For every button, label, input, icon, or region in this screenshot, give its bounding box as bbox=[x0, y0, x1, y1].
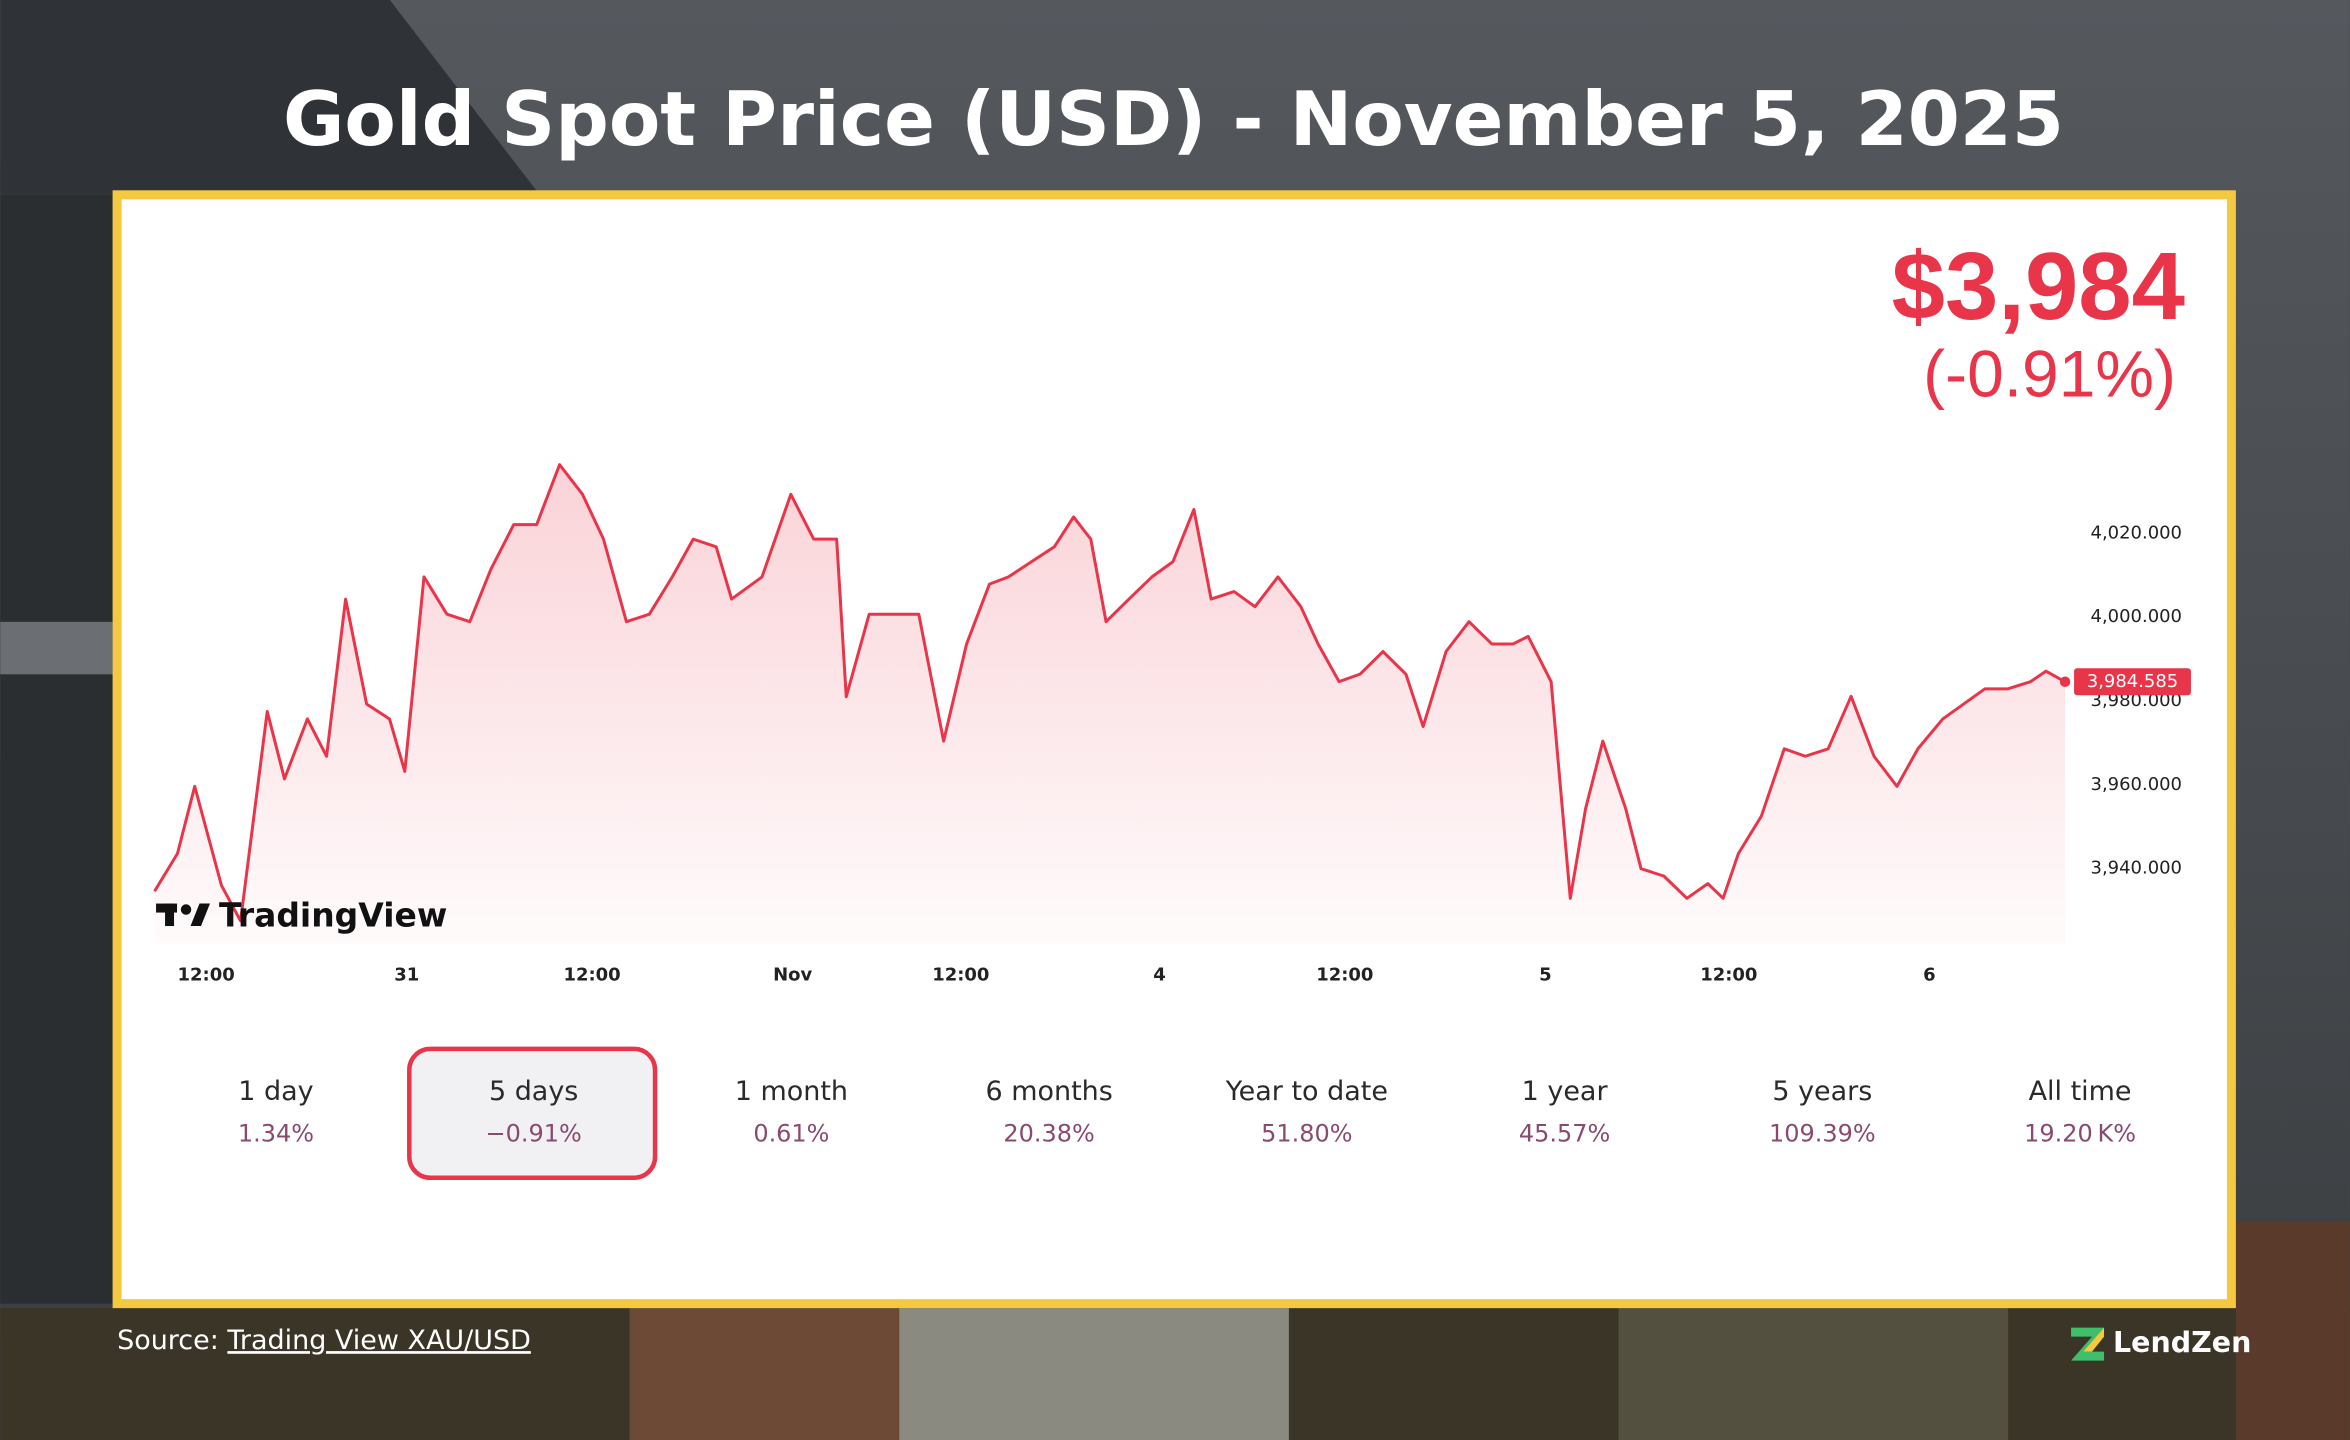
y-tick-label: 3,940.000 bbox=[2091, 858, 2182, 879]
current-dot bbox=[2059, 676, 2071, 687]
brand: LendZen bbox=[2071, 1326, 2251, 1361]
range-change: 51.80% bbox=[1261, 1119, 1352, 1147]
range-label: 1 year bbox=[1522, 1076, 1609, 1107]
page-title: Gold Spot Price (USD) - November 5, 2025 bbox=[283, 75, 2064, 163]
range-change: 20.38% bbox=[1003, 1119, 1094, 1147]
range-change: 1.34% bbox=[238, 1119, 314, 1147]
line bbox=[153, 463, 2066, 923]
source-label: Source: bbox=[117, 1325, 227, 1356]
range-change: 109.39% bbox=[1769, 1119, 1876, 1147]
range-label: 1 month bbox=[735, 1076, 848, 1107]
range-change: −0.91% bbox=[486, 1119, 582, 1147]
y-tick-label: 4,020.000 bbox=[2091, 522, 2182, 543]
current-tag bbox=[2074, 668, 2191, 696]
range-button[interactable]: All time 19.20 K% bbox=[2024, 1076, 2136, 1147]
current-price: $3,984 bbox=[1892, 233, 2185, 340]
range-selector: 1 day 1.34% 5 days −0.91% 1 month 0.61% 6 mont… bbox=[238, 1046, 2136, 1181]
range-label: 5 years bbox=[1772, 1076, 1872, 1107]
range-label: 1 day bbox=[238, 1076, 313, 1107]
range-change: 45.57% bbox=[1519, 1119, 1610, 1147]
range-change: 0.61% bbox=[753, 1119, 829, 1147]
x-tick-label: 31 bbox=[394, 964, 419, 985]
price-change: (-0.91%) bbox=[1923, 337, 2176, 411]
range-label: 6 months bbox=[985, 1076, 1112, 1107]
x-tick-label: 6 bbox=[1923, 964, 1936, 985]
brand-name: LendZen bbox=[2113, 1326, 2251, 1359]
x-tick-label: 12:00 bbox=[1316, 964, 1373, 985]
range-button[interactable]: 5 days −0.91% bbox=[407, 1046, 658, 1181]
range-label: All time bbox=[2029, 1076, 2132, 1107]
x-tick-label: 12:00 bbox=[932, 964, 989, 985]
range-button[interactable]: 5 years 109.39% bbox=[1769, 1076, 1876, 1147]
x-tick-label: 12:00 bbox=[563, 964, 620, 985]
x-tick-label: Nov bbox=[773, 964, 812, 985]
y-tick-label: 4,000.000 bbox=[2091, 606, 2182, 627]
source-link[interactable]: Trading View XAU/USD bbox=[226, 1325, 530, 1356]
range-label: Year to date bbox=[1225, 1076, 1388, 1107]
range-change: 19.20 K% bbox=[2024, 1119, 2136, 1147]
y-tick-label: 3,960.000 bbox=[2091, 774, 2182, 795]
range-button[interactable]: 1 day 1.34% bbox=[238, 1076, 314, 1147]
source: Source: Trading View XAU/USD bbox=[117, 1325, 531, 1356]
range-button[interactable]: 1 month 0.61% bbox=[735, 1076, 848, 1147]
watermark: TradingView bbox=[156, 896, 447, 935]
range-label: 5 days bbox=[489, 1076, 578, 1107]
x-tick-label: 4 bbox=[1153, 964, 1166, 985]
area bbox=[154, 464, 2066, 945]
range-button[interactable]: 1 year 45.57% bbox=[1519, 1076, 1610, 1147]
range-selected bbox=[407, 1046, 658, 1181]
plot: 3,940.0003,960.0003,980.0004,000.0004,02… bbox=[153, 463, 2191, 985]
current-tag-label: 3,984.585 bbox=[2087, 671, 2178, 692]
x-tick-label: 12:00 bbox=[1700, 964, 1757, 985]
range-button[interactable]: 6 months 20.38% bbox=[985, 1076, 1112, 1147]
x-tick-label: 5 bbox=[1539, 964, 1552, 985]
watermark-text: TradingView bbox=[219, 896, 447, 935]
x-tick-label: 12:00 bbox=[178, 964, 235, 985]
range-button[interactable]: Year to date 51.80% bbox=[1225, 1076, 1388, 1147]
